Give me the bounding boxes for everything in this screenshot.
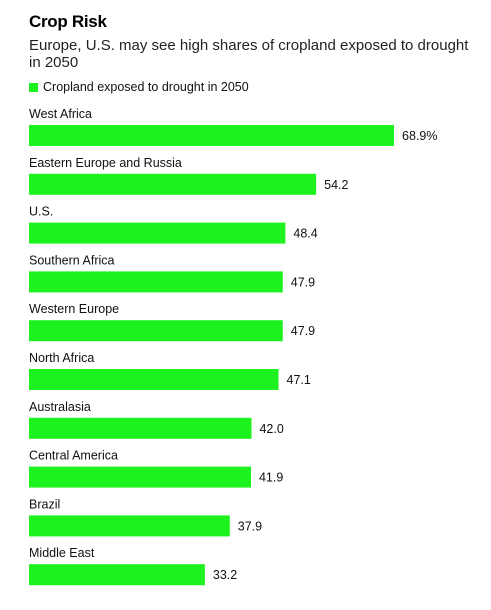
legend-swatch	[29, 82, 38, 92]
value-label: 48.4	[293, 227, 317, 241]
value-label: 41.9	[259, 471, 283, 485]
value-label: 37.9	[238, 519, 262, 533]
bar	[29, 173, 317, 195]
value-label: 33.2	[213, 568, 237, 582]
category-label: Middle East	[29, 546, 95, 560]
category-label: Western Europe	[29, 302, 119, 316]
value-label: 47.9	[291, 275, 315, 289]
value-label: 42.0	[259, 422, 283, 436]
category-label: Brazil	[29, 497, 60, 511]
bar	[29, 369, 279, 390]
category-label: Australasia	[29, 400, 91, 414]
bar	[29, 320, 283, 342]
bar	[29, 271, 283, 293]
bar	[29, 515, 230, 537]
bar	[29, 125, 394, 146]
chart-title: Crop Risk	[29, 12, 107, 31]
chart-subtitle: Europe, U.S. may see high shares of crop…	[29, 37, 469, 71]
value-label: 54.2	[324, 178, 348, 192]
category-label: U.S.	[29, 205, 53, 219]
legend-label: Cropland exposed to drought in 2050	[43, 80, 249, 94]
category-label: Eastern Europe and Russia	[29, 156, 182, 170]
category-label: Central America	[29, 449, 118, 463]
category-label: Southern Africa	[29, 253, 115, 267]
value-label: 68.9%	[402, 129, 437, 143]
category-label: West Africa	[29, 107, 92, 121]
value-label: 47.9	[291, 324, 315, 338]
bar	[29, 417, 252, 439]
bar	[29, 564, 205, 586]
legend: Cropland exposed to drought in 2050	[29, 80, 249, 94]
value-label: 47.1	[287, 373, 311, 387]
bar	[29, 466, 251, 488]
bar	[29, 222, 286, 244]
category-label: North Africa	[29, 351, 94, 365]
